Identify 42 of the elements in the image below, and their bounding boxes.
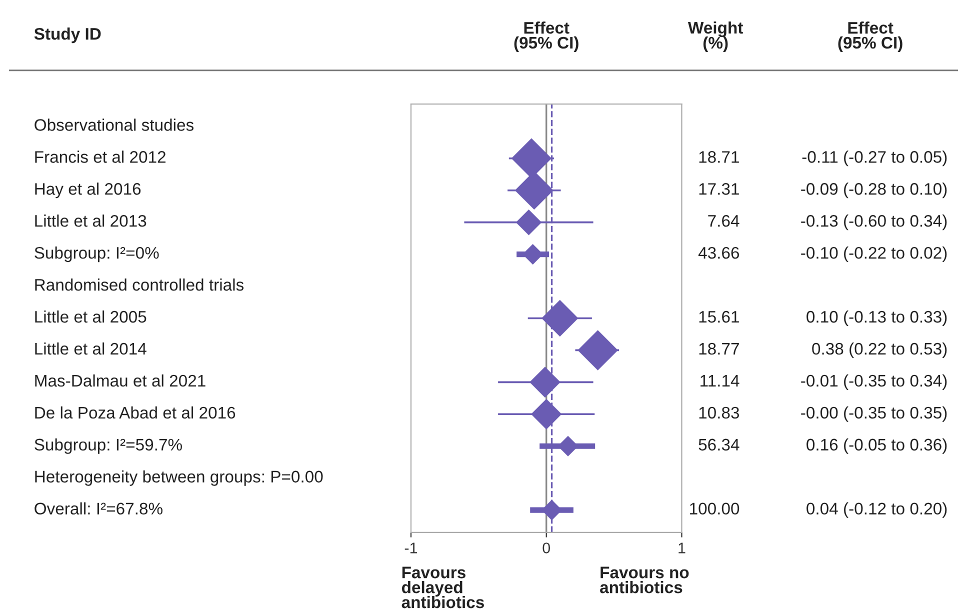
text: 0.04 (-0.12 to 0.20)	[806, 502, 947, 518]
text: 18.71	[699, 151, 739, 163]
data-label: -0.00 (-0.35 to 0.35)	[801, 406, 947, 422]
y-tick-label: Mas-Dalmau et al 2021	[35, 374, 206, 387]
text: Study ID	[34, 28, 101, 44]
y-tick-label: Observational studies	[34, 118, 194, 131]
x-tick-label: -1	[404, 542, 418, 554]
x-tick-label: 1	[678, 542, 686, 554]
text: 15.61	[699, 310, 739, 323]
text: Effect (95% CI)	[838, 21, 902, 52]
text: 0.16 (-0.05 to 0.36)	[806, 438, 947, 454]
data-label: 0.10 (-0.13 to 0.33)	[806, 310, 947, 326]
text: 11.14	[700, 375, 740, 386]
y-tick-label: De la Poza Abad et al 2016	[35, 406, 236, 419]
y-tick-label: Francis et al 2012	[35, 150, 166, 163]
y-tick-label: Overall: I²=67.8%	[34, 502, 162, 515]
text: Weight (%)	[688, 21, 744, 52]
data-label: -0.09 (-0.28 to 0.10)	[801, 182, 947, 198]
text: 18.77	[699, 342, 739, 355]
text: 7.64	[708, 215, 740, 227]
data-label: -0.13 (-0.60 to 0.34)	[801, 214, 947, 230]
y-tick-label: Little et al 2014	[35, 342, 146, 355]
y-tick-label: Subgroup: I²=0%	[34, 246, 159, 262]
text: Effect (95% CI)	[514, 21, 578, 52]
text: 100.00	[690, 502, 740, 515]
y-tick-label: Subgroup: I²=59.7%	[34, 438, 182, 454]
data-label: -0.11 (-0.27 to 0.05)	[802, 150, 947, 166]
data-label: 0.38 (0.22 to 0.53)	[812, 342, 947, 358]
text: -0.10 (-0.22 to 0.02)	[801, 246, 947, 262]
y-tick-label: Hay et al 2016	[35, 182, 141, 198]
text: 17.31	[699, 183, 739, 195]
x-tick-label: 0	[542, 542, 550, 554]
text: 10.83	[699, 406, 740, 419]
data-label: -0.01 (-0.35 to 0.34)	[801, 374, 947, 390]
y-tick-label: Heterogeneity between groups: P=0.00	[35, 470, 323, 486]
y-tick-label: Little et al 2005	[35, 310, 146, 323]
y-tick-label: Little et al 2013	[35, 214, 146, 227]
text: Favours delayed antibiotics	[402, 566, 484, 608]
text: Favours no antibiotics	[600, 566, 689, 594]
text: 43.66	[698, 246, 740, 259]
text: 56.34	[698, 438, 740, 451]
y-tick-label: Randomised controlled trials	[35, 278, 244, 291]
